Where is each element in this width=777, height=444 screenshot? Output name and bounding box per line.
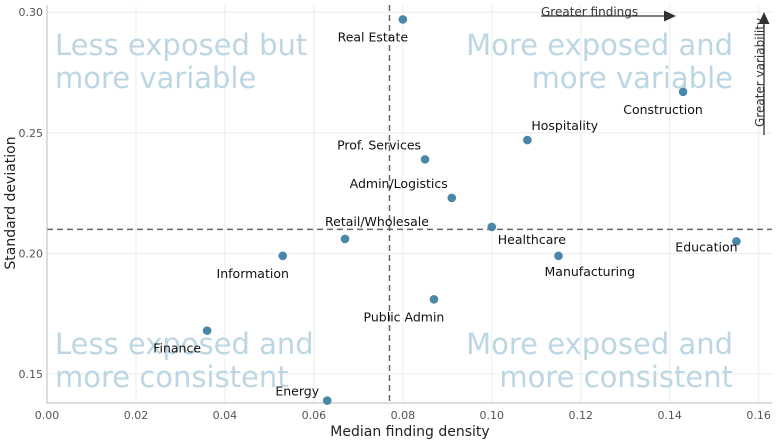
data-point-label: Real Estate [338,29,409,44]
data-point-label: Hospitality [531,118,598,133]
direction-arrows: Greater findings Greater variability [541,5,770,135]
quadrant-bottom-left-line1: Less exposed and [55,327,314,361]
data-point [278,251,288,261]
data-point-label: Construction [623,102,703,117]
x-arrow-head-icon [664,10,676,22]
data-point-label: Public Admin [364,309,445,324]
x-direction-label: Greater findings [541,5,638,19]
data-point [202,326,212,335]
x-tick-label: 0.16 [746,409,771,422]
axes: 0.00 0.02 0.04 0.06 0.08 0.10 0.12 0.14 0.16 0.15… [19,5,772,422]
quadrant-bottom-left-line2: more consistent [55,360,289,394]
data-point-label: Healthcare [498,232,566,247]
data-point [678,87,688,97]
data-point-label: Manufacturing [545,264,636,279]
data-point [340,234,350,244]
x-tick-label: 0.08 [391,409,416,422]
data-point [447,193,457,203]
data-point-label: Finance [153,341,201,356]
y-arrow-head-icon [758,12,770,24]
y-tick-label: 0.20 [19,247,44,260]
reference-lines [47,5,772,403]
y-direction-label: Greater variability [753,18,767,127]
quadrant-bottom-right-line1: More exposed and [466,327,733,361]
x-tick-label: 0.10 [480,409,505,422]
quadrant-labels: Less exposed but more variable More expo… [55,28,733,394]
data-point [732,237,741,246]
data-points: Real Estate Construction Hospitality Prof. … [153,15,741,405]
grid [46,5,772,403]
data-point [487,222,497,232]
data-point-label: Admin/Logistics [350,176,448,191]
x-tick-label: 0.04 [213,409,238,422]
quadrant-top-right-line1: More exposed and [466,28,733,62]
data-point [322,396,332,405]
data-point-label: Prof. Services [337,137,421,152]
x-tick-label: 0.02 [124,409,149,422]
y-axis-label: Standard deviation [3,136,19,269]
x-tick-label: 0.14 [657,409,682,422]
quadrant-bottom-right-line2: more consistent [499,360,733,394]
x-axis-label: Median finding density [330,424,489,440]
data-point-label: Retail/Wholesale [325,214,429,229]
data-point-label: Education [675,239,737,254]
x-tick-label: 0.00 [35,409,60,422]
data-point [554,251,563,261]
data-point-label: Information [217,266,289,281]
y-tick-label: 0.25 [19,127,44,140]
data-point [420,155,430,164]
data-point [398,15,408,24]
y-tick-label: 0.15 [19,368,44,381]
data-point [429,294,439,304]
quadrant-top-left-line2: more variable [55,61,256,95]
data-point [523,135,532,145]
quadrant-top-right-line2: more variable [532,61,733,95]
y-tick-label: 0.30 [19,6,44,19]
quadrant-top-left-line1: Less exposed but [55,28,307,62]
x-tick-label: 0.06 [302,409,327,422]
data-point-label: Energy [275,384,319,399]
x-tick-label: 0.12 [568,409,593,422]
